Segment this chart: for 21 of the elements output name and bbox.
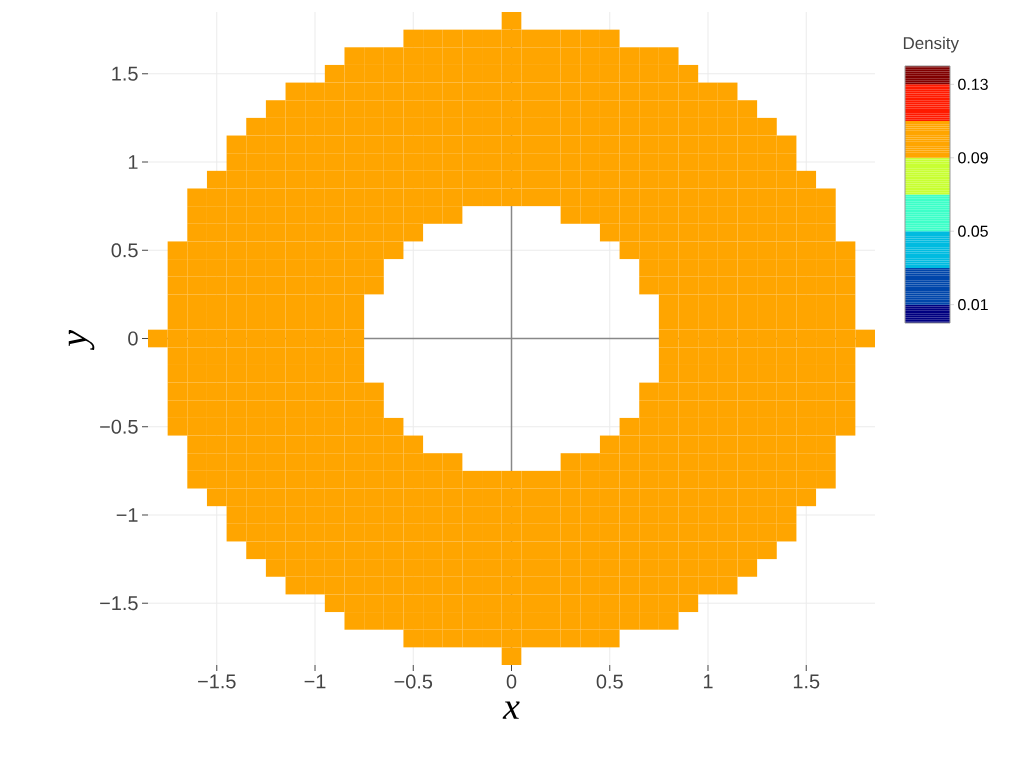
x-tick-label: 0.5 bbox=[596, 674, 623, 689]
y-tick-label: −0.5 bbox=[100, 419, 138, 434]
color-bar-title: Density bbox=[903, 36, 959, 53]
x-tick-label: 1.5 bbox=[793, 674, 820, 689]
y-tick-label: 1.5 bbox=[112, 66, 138, 81]
y-tick-label: −1.5 bbox=[100, 596, 138, 611]
x-tick-label: −1 bbox=[304, 674, 326, 689]
y-axis-title: y bbox=[68, 330, 95, 351]
x-tick-label: 0 bbox=[506, 674, 517, 689]
x-axis-title: x bbox=[502, 701, 520, 719]
y-tick-label: −1 bbox=[116, 508, 138, 522]
color-bar-label: 0.13 bbox=[958, 78, 988, 90]
color-bar-label: 0.01 bbox=[958, 299, 988, 311]
y-tick-label: 0.5 bbox=[111, 243, 138, 258]
y-tick-label: 0 bbox=[128, 331, 138, 346]
color-bar-label: 0.05 bbox=[958, 225, 988, 237]
color-bar-label: 0.09 bbox=[958, 152, 988, 164]
x-tick-label: −1.5 bbox=[198, 674, 236, 689]
x-tick-label: −0.5 bbox=[394, 674, 433, 689]
x-tick-label: 1 bbox=[703, 674, 713, 689]
y-tick-label: 1 bbox=[128, 155, 138, 169]
